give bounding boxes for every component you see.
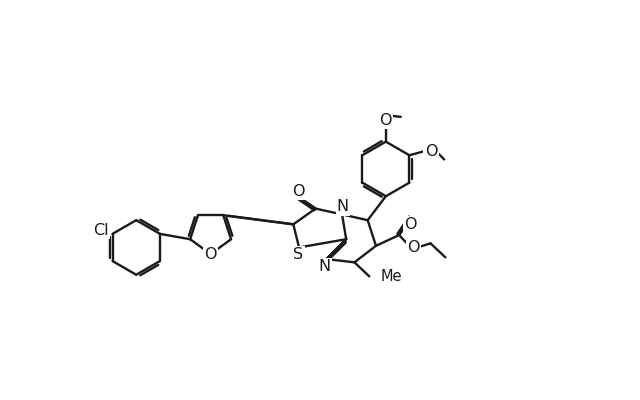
- Text: O: O: [407, 240, 419, 255]
- Text: O: O: [292, 184, 305, 199]
- Text: N: N: [337, 200, 349, 214]
- Text: N: N: [319, 259, 331, 274]
- Text: Cl: Cl: [93, 223, 109, 238]
- Text: O: O: [204, 248, 217, 262]
- Text: O: O: [404, 217, 417, 232]
- Text: O: O: [380, 113, 392, 128]
- Text: S: S: [293, 248, 303, 262]
- Text: Me: Me: [381, 269, 403, 284]
- Text: O: O: [425, 144, 437, 159]
